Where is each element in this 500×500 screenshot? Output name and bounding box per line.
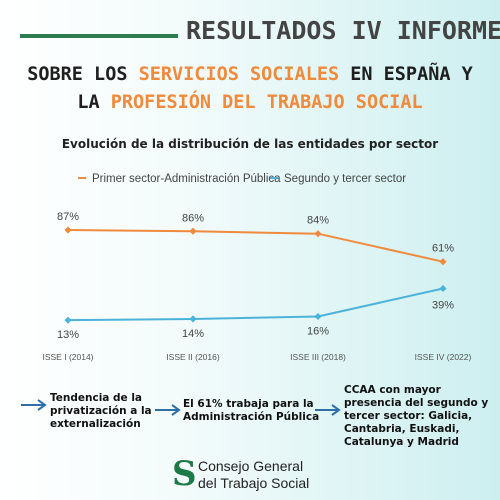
data-label: 87% [57, 211, 79, 223]
data-label: 16% [307, 326, 329, 338]
x-tick-label: ISSE III (2018) [290, 352, 346, 362]
data-point [189, 227, 197, 235]
subtitle-line-2: LA PROFESIÓN DEL TRABAJO SOCIAL [0, 92, 500, 113]
data-label: 86% [182, 212, 204, 224]
data-point [439, 258, 447, 266]
data-label: 13% [57, 329, 79, 341]
data-label: 61% [432, 243, 454, 255]
data-label: 39% [432, 299, 454, 311]
highlight-text: PROFESIÓN DEL TRABAJO SOCIAL [110, 92, 423, 113]
series-line [67, 229, 444, 263]
data-point [64, 316, 72, 324]
series-line [67, 287, 444, 322]
note-ccaa: CCAA con mayor presencia del segundo y ter… [344, 384, 488, 449]
note-line: Administración Pública [183, 411, 320, 423]
arrow-right-icon [315, 404, 341, 416]
note-line: Cantabria, Euskadi, [344, 423, 460, 435]
logo-line-2: del Trabajo Social [198, 475, 310, 491]
logo-mark: S [172, 454, 197, 494]
arrow-right-icon [21, 399, 47, 411]
x-tick-label: ISSE II (2016) [166, 352, 220, 362]
line-chart: Primer sector-Administración Pública Segu… [42, 173, 472, 362]
x-tick-label: ISSE I (2014) [42, 352, 93, 362]
note-line: privatización a la [50, 405, 152, 417]
data-label: 84% [307, 215, 329, 227]
note-line: presencia del segundo y [344, 397, 489, 409]
subtitle-line-1: SOBRE LOS SERVICIOS SOCIALES EN ESPAÑA Y [0, 64, 500, 85]
heading-text: EN ESPAÑA Y [339, 64, 473, 85]
note-line: tercer sector: Galicia, [344, 410, 473, 422]
note-line: Catalunya y Madrid [344, 436, 459, 448]
heading-text: LA [77, 92, 111, 113]
heading-text: SOBRE LOS [27, 64, 139, 85]
chart-title: Evolución de la distribución de las enti… [61, 137, 439, 151]
arrow-right-icon [155, 404, 181, 416]
legend-label: Segundo y tercer sector [284, 173, 406, 185]
page-title: RESULTADOS IV INFORME [186, 16, 500, 45]
data-point [314, 230, 322, 238]
logo-line-1: Consejo General [198, 458, 304, 474]
note-line: CCAA con mayor [344, 384, 441, 396]
note-privatization: Tendencia de la privatización a la externa… [50, 392, 152, 431]
data-point [189, 315, 197, 323]
note-public-administration: El 61% trabaja para la Administración Púb… [183, 398, 319, 424]
header-accent-bar [20, 34, 178, 38]
data-point [439, 284, 447, 293]
legend-label: Primer sector-Administración Pública [92, 173, 281, 185]
note-line: externalización [50, 418, 141, 430]
data-label: 14% [182, 328, 204, 340]
highlight-text: SERVICIOS SOCIALES [138, 64, 340, 85]
note-line: Tendencia de la [50, 392, 143, 404]
data-point [314, 312, 322, 321]
data-point [64, 226, 72, 234]
note-line: El 61% trabaja para la [183, 398, 314, 410]
organization-logo: S Consejo General del Trabajo Social [172, 455, 372, 495]
x-tick-label: ISSE IV (2022) [415, 352, 472, 362]
